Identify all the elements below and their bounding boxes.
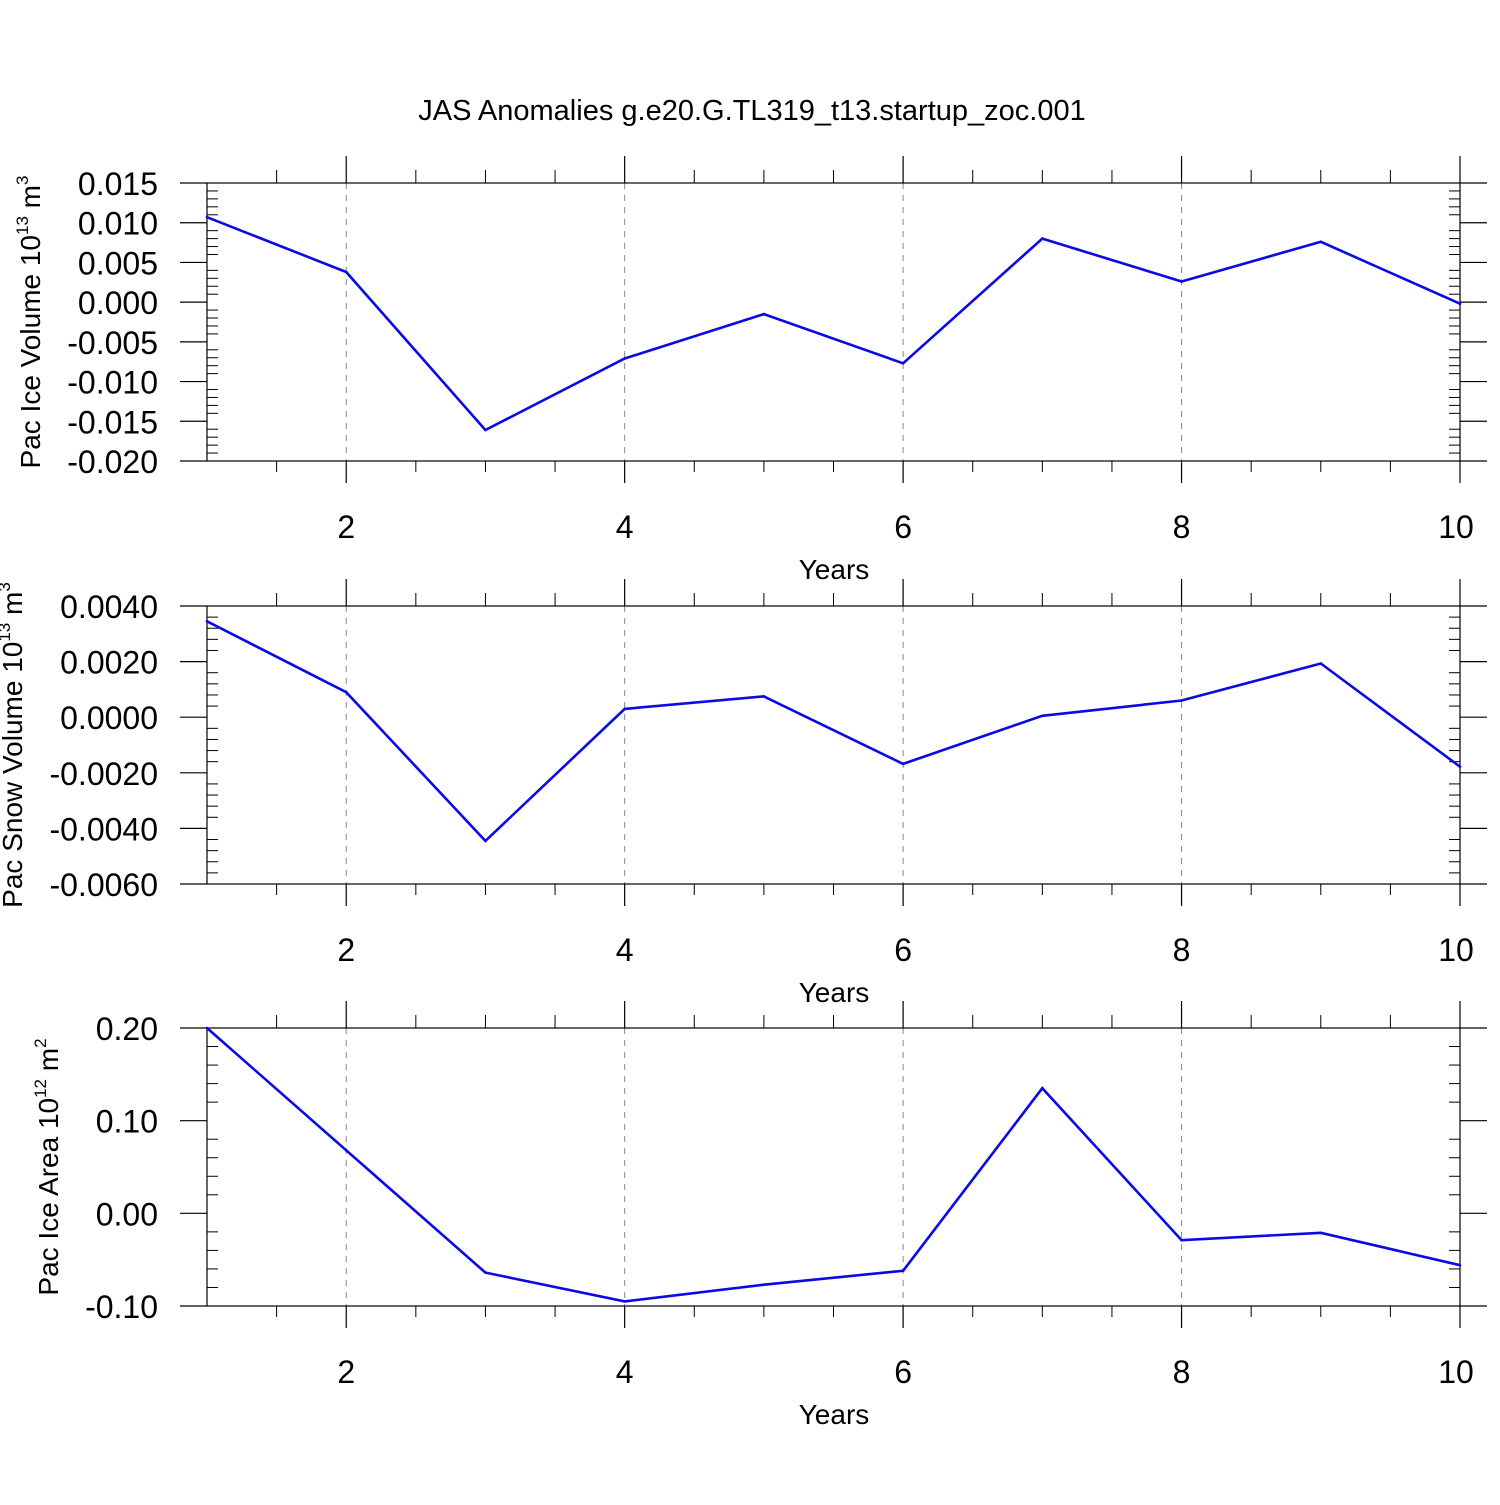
y-axis-title: Pac Ice Area 1012 m2 bbox=[31, 1038, 64, 1295]
data-point bbox=[762, 1283, 766, 1286]
data-point bbox=[762, 695, 766, 698]
y-tick-label: 0.10 bbox=[96, 1104, 158, 1140]
y-tick-label: 0.0000 bbox=[60, 700, 158, 736]
x-tick-label: 6 bbox=[894, 1354, 912, 1390]
series-line bbox=[206, 1027, 1461, 1303]
data-point bbox=[901, 362, 905, 365]
y-tick-label: 0.0040 bbox=[60, 589, 158, 625]
x-tick-label: 4 bbox=[616, 509, 634, 545]
data-point bbox=[1458, 302, 1462, 306]
data-point bbox=[1319, 1231, 1323, 1235]
x-tick-label: 10 bbox=[1438, 932, 1474, 968]
data-point bbox=[205, 215, 209, 219]
data-point bbox=[1041, 237, 1044, 240]
data-point bbox=[901, 762, 905, 766]
data-point bbox=[901, 1269, 905, 1273]
y-tick-label: 0.0020 bbox=[60, 645, 158, 681]
data-point bbox=[1180, 280, 1183, 283]
x-tick-label: 2 bbox=[337, 1354, 355, 1390]
plot-frame bbox=[206, 1027, 1461, 1307]
x-axis-title: Years bbox=[799, 554, 870, 585]
x-tick-label: 10 bbox=[1438, 509, 1474, 545]
panel-2: -0.0060 -0.0040 -0.0020 0.0000 0.0020 0.0040 2… bbox=[0, 579, 1487, 1008]
y-tick-label: 0.005 bbox=[78, 245, 158, 281]
x-axis-title: Years bbox=[799, 1399, 870, 1430]
data-point bbox=[484, 428, 487, 432]
y-tick-label: -0.10 bbox=[85, 1289, 158, 1325]
x-axis-title: Years bbox=[799, 977, 870, 1008]
y-axis-title: Pac Ice Volume 1013 m3 bbox=[13, 176, 46, 469]
data-point bbox=[205, 1026, 209, 1030]
plot-frame bbox=[206, 182, 1461, 462]
y-tick-label: -0.0040 bbox=[49, 811, 158, 847]
x-tick-label: 2 bbox=[337, 932, 355, 968]
x-tick-label: 2 bbox=[337, 509, 355, 545]
x-tick-label: 4 bbox=[616, 1354, 634, 1390]
x-tick-label: 10 bbox=[1438, 1354, 1474, 1390]
x-tick-label: 8 bbox=[1173, 932, 1191, 968]
y-tick-label: -0.0020 bbox=[49, 756, 158, 792]
series-line bbox=[206, 215, 1461, 432]
data-point bbox=[623, 707, 626, 711]
data-point bbox=[623, 1300, 626, 1303]
y-tick-label: 0.010 bbox=[78, 206, 158, 242]
x-tick-label: 6 bbox=[894, 509, 912, 545]
data-point bbox=[762, 312, 766, 316]
data-point bbox=[623, 357, 626, 360]
data-point bbox=[344, 690, 348, 694]
data-point bbox=[484, 839, 487, 843]
data-point bbox=[1458, 765, 1462, 768]
data-point bbox=[1319, 662, 1323, 665]
y-tick-label: 0.20 bbox=[96, 1011, 158, 1047]
y-tick-label: 0.00 bbox=[96, 1196, 158, 1232]
data-point bbox=[1319, 240, 1323, 244]
data-point bbox=[1458, 1263, 1462, 1267]
data-point bbox=[1041, 714, 1044, 718]
x-tick-label: 8 bbox=[1173, 1354, 1191, 1390]
chart-title: JAS Anomalies g.e20.G.TL319_t13.startup_… bbox=[418, 95, 1085, 127]
y-tick-label: -0.0060 bbox=[49, 867, 158, 903]
series-line bbox=[206, 620, 1461, 843]
y-tick-label: -0.015 bbox=[67, 404, 158, 440]
x-tick-label: 8 bbox=[1173, 509, 1191, 545]
x-tick-label: 6 bbox=[894, 932, 912, 968]
data-point bbox=[344, 270, 348, 274]
y-tick-label: 0.015 bbox=[78, 166, 158, 202]
y-axis-title: Pac Snow Volume 1013 m3 bbox=[0, 582, 28, 908]
y-tick-label: 0.000 bbox=[78, 285, 158, 321]
data-point bbox=[344, 1149, 348, 1152]
y-tick-label: -0.010 bbox=[67, 365, 158, 401]
data-point bbox=[1180, 699, 1183, 702]
y-tick-label: -0.020 bbox=[67, 444, 158, 480]
data-point bbox=[205, 619, 209, 623]
data-point bbox=[1041, 1086, 1044, 1090]
panel-3: -0.10 0.00 0.10 0.20 2 4 6 8 10 Years Pac Ice Area… bbox=[31, 1001, 1487, 1430]
data-point bbox=[484, 1271, 487, 1274]
y-tick-label: -0.005 bbox=[67, 325, 158, 361]
x-tick-label: 4 bbox=[616, 932, 634, 968]
data-point bbox=[1180, 1238, 1183, 1242]
